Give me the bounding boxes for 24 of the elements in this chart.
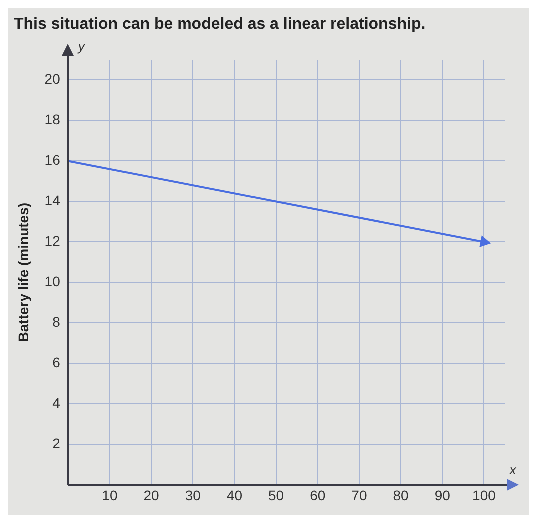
y-tick-label: 16 [44, 152, 61, 168]
y-tick-label: 6 [52, 354, 61, 371]
x-tick-label: 60 [310, 487, 326, 504]
y-tick-label: 12 [44, 233, 61, 250]
x-tick-label: 30 [185, 487, 202, 504]
x-tick-label: 100 [472, 487, 496, 504]
x-tick-label: 40 [226, 487, 243, 504]
y-tick-label: 4 [52, 395, 61, 412]
y-tick-label: 8 [52, 314, 61, 330]
x-tick-label: 80 [393, 487, 410, 504]
x-tick-label: 90 [434, 487, 451, 504]
x-tick-label: 10 [102, 487, 118, 504]
chart-title: This situation can be modeled as a linear relationship. [13, 15, 427, 35]
x-tick-label: 20 [144, 487, 160, 504]
y-tick-label: 14 [44, 192, 61, 209]
y-tick-label: 18 [44, 112, 61, 128]
y-tick-label: 10 [44, 274, 61, 290]
x-tick-label: 50 [268, 487, 284, 504]
y-tick-label: 2 [52, 436, 61, 452]
y-axis-title: Battery life (minutes) [15, 202, 32, 342]
x-axis-title: x [508, 462, 517, 478]
text: y [77, 39, 86, 54]
x-tick-label: 70 [352, 487, 368, 504]
y-tick-label: 20 [44, 71, 61, 88]
